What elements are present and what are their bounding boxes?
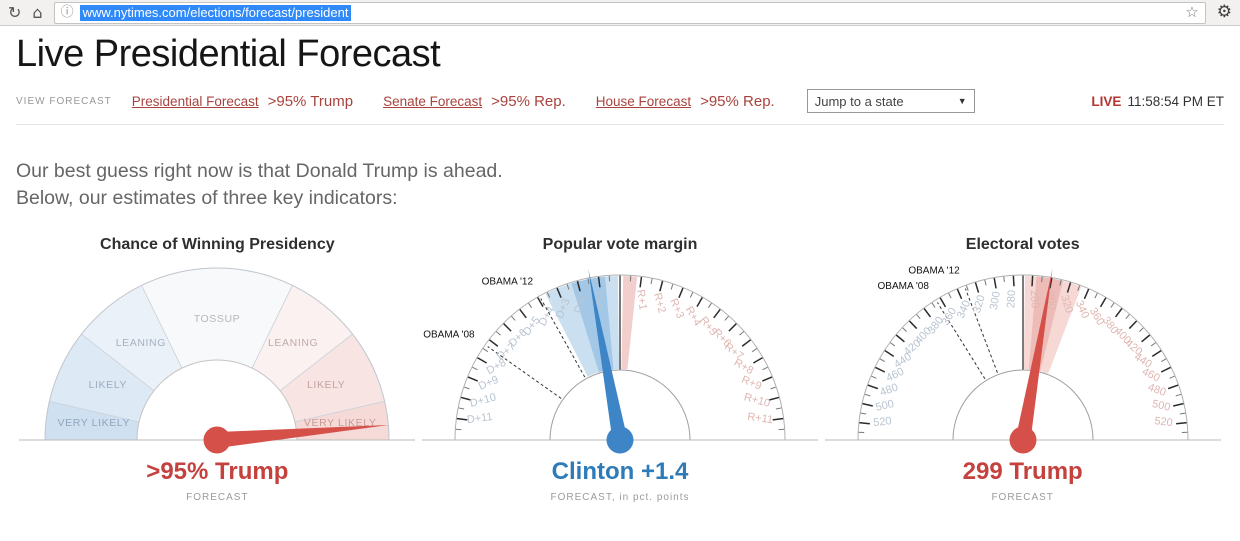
presidential-forecast-link[interactable]: Presidential Forecast [131,93,259,109]
svg-text:500: 500 [874,398,895,414]
browser-chrome: ↻ ⌂ ⓘ www.nytimes.com/elections/forecast… [0,0,1240,26]
nav-group-presidential: Presidential Forecast >95% Trump [132,93,353,110]
svg-text:OBAMA '12: OBAMA '12 [482,277,534,288]
svg-text:LEANING: LEANING [116,337,166,349]
svg-text:480: 480 [878,381,899,398]
svg-text:520: 520 [872,415,892,429]
chevron-down-icon: ▼ [957,96,967,106]
svg-text:R+2: R+2 [651,291,668,314]
intro-text: Our best guess right now is that Donald … [16,158,1224,212]
svg-text:LEANING: LEANING [268,337,318,349]
live-time: 11:58:54 PM ET [1127,93,1224,109]
svg-text:520: 520 [1153,415,1173,429]
svg-text:TOSSUP: TOSSUP [194,313,241,325]
gauge-title: Popular vote margin [542,235,698,253]
gauge-popular-vote: Popular vote margin D+1 D+2 D+3 D+4 D+5 D+6 D+… [419,236,822,503]
svg-text:R+9: R+9 [740,374,764,393]
svg-text:500: 500 [1151,398,1172,414]
live-clock: LIVE 11:58:54 PM ET [1091,94,1224,109]
svg-text:300: 300 [988,290,1003,310]
gauge-row: Chance of Winning Presidency VERY LIKELY… [16,236,1224,503]
intro-line-1: Our best guess right now is that Donald … [16,160,503,182]
svg-text:340: 340 [955,299,973,321]
home-icon[interactable]: ⌂ [32,2,43,22]
gauge-result: >95% Trump [146,457,289,485]
gauge-title: Electoral votes [965,235,1080,253]
gauge-electoral-votes: Electoral votes 280 300 320 340 360 380 400 420… [821,236,1224,503]
page-content: Live Presidential Forecast VIEW FORECAST… [0,33,1240,503]
svg-text:320: 320 [971,293,988,314]
page-title: Live Presidential Forecast [16,33,441,75]
gauge-electoral-dial: 2803003203403603804004204404604805005202… [824,265,1221,454]
svg-text:340: 340 [1072,299,1090,321]
gauge-result-sublabel: FORECAST [186,491,249,503]
gauge-result: 299 Trump [962,457,1083,485]
svg-text:OBAMA '08: OBAMA '08 [877,281,929,292]
svg-text:D+2: D+2 [572,291,589,314]
svg-text:R+11: R+11 [747,411,774,426]
nav-group-house: House Forecast >95% Rep. [596,93,775,110]
info-icon[interactable]: ⓘ [60,5,74,20]
svg-text:OBAMA '12: OBAMA '12 [908,265,960,276]
svg-text:LIKELY: LIKELY [307,379,345,391]
live-badge: LIVE [1091,93,1122,109]
gauge-result-sublabel: FORECAST [991,491,1054,503]
gauge-result-sublabel: FORECAST, in pct. points [550,491,690,503]
house-forecast-value: >95% Rep. [700,92,775,110]
senate-forecast-link[interactable]: Senate Forecast [383,93,483,109]
svg-text:LIKELY: LIKELY [89,379,127,391]
url-text[interactable]: www.nytimes.com/elections/forecast/presi… [79,4,352,21]
url-bar[interactable]: ⓘ www.nytimes.com/elections/forecast/pre… [53,1,1206,24]
svg-text:R+3: R+3 [667,297,686,321]
gauge-popular-vote-dial: D+1D+2D+3D+4D+5D+6D+7D+8D+9D+10D+11R+1 R+… [422,268,818,454]
gear-icon[interactable]: ⚙ [1216,2,1232,22]
svg-text:D+10: D+10 [469,391,498,409]
svg-text:R+10: R+10 [743,391,772,409]
svg-text:VERY LIKELY: VERY LIKELY [58,417,131,429]
svg-text:280: 280 [1027,289,1040,308]
state-select-value: Jump to a state [814,93,904,109]
presidential-forecast-value: >95% Trump [267,92,354,110]
gauge-chance-of-winning: Chance of Winning Presidency VERY LIKELY… [16,236,419,503]
nav-group-senate: Senate Forecast >95% Rep. [383,93,566,110]
gauge-result: Clinton +1.4 [551,457,689,485]
state-select[interactable]: Jump to a state ▼ [806,89,975,113]
svg-text:R+1: R+1 [634,289,649,311]
bookmark-star-icon[interactable]: ☆ [1185,3,1199,21]
gauge-title: Chance of Winning Presidency [100,235,335,253]
senate-forecast-value: >95% Rep. [491,92,566,110]
house-forecast-link[interactable]: House Forecast [595,93,692,109]
svg-text:D+11: D+11 [466,411,493,426]
forecast-nav: VIEW FORECAST Presidential Forecast >95%… [16,89,1224,113]
gauge-chance-dial: VERY LIKELY LIKELY LEANING TOSSUP LEANING LIK… [19,267,416,454]
reload-icon[interactable]: ↻ [8,2,22,22]
svg-text:480: 480 [1146,381,1167,398]
intro-line-2: Below, our estimates of three key indica… [16,186,398,209]
svg-text:OBAMA '08: OBAMA '08 [423,329,475,340]
view-forecast-label: VIEW FORECAST [16,95,112,107]
svg-text:D+9: D+9 [477,374,501,393]
svg-text:VERY LIKELY: VERY LIKELY [304,417,377,429]
svg-text:280: 280 [1005,289,1018,308]
nav-divider [16,124,1224,125]
svg-text:320: 320 [1058,293,1075,314]
